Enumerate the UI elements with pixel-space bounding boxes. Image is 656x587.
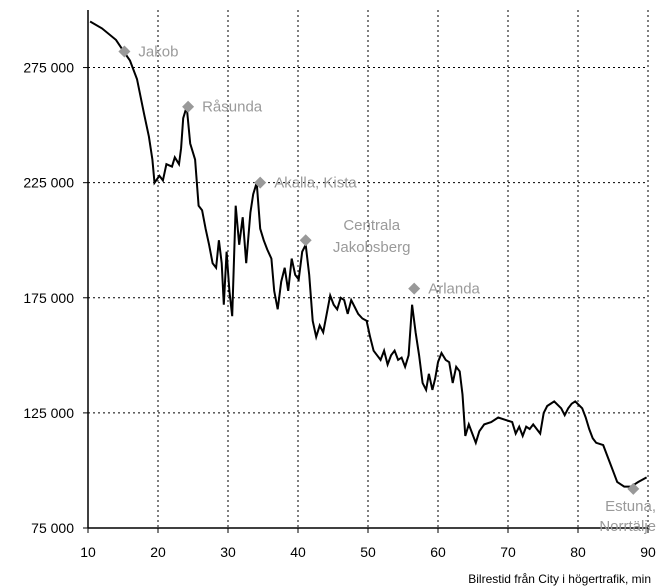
y-tick-label: 225 000 <box>23 175 74 191</box>
grid-lines <box>88 10 649 528</box>
annotation-label: Akalla, Kista <box>274 175 357 192</box>
x-tick-label: 80 <box>570 544 586 560</box>
x-axis-label: Bilrestid från City i högertrafik, min <box>468 572 651 586</box>
axes <box>83 10 649 533</box>
annotation-label: Råsunda <box>202 99 263 116</box>
annotation-labels: Jakob Råsunda Akalla, Kista Centrala Jakobsb… <box>138 43 656 534</box>
annotation-label: Centrala Jakobsberg <box>333 217 411 256</box>
y-tick-label: 275 000 <box>23 60 74 76</box>
annotation-label: Jakob <box>138 43 178 60</box>
annotation-markers <box>118 45 640 495</box>
series-line <box>89 20 648 488</box>
annotation-label: Arlanda <box>428 281 480 298</box>
x-tick-labels: 10 20 30 40 50 60 70 80 90 <box>80 544 656 560</box>
x-tick-label: 90 <box>640 544 656 560</box>
x-tick-label: 50 <box>360 544 376 560</box>
x-tick-label: 20 <box>150 544 166 560</box>
annotation-marker <box>254 176 267 189</box>
y-tick-label: 75 000 <box>31 520 74 536</box>
y-tick-label: 125 000 <box>23 405 74 421</box>
annotation-label: Estuna, Norrtälje <box>599 498 656 535</box>
annotation-marker <box>182 100 195 113</box>
y-tick-labels: 75 000 125 000 175 000 225 000 275 000 <box>23 60 74 536</box>
x-tick-label: 60 <box>430 544 446 560</box>
annotation-marker <box>299 234 312 247</box>
x-tick-label: 10 <box>80 544 96 560</box>
x-tick-label: 30 <box>220 544 236 560</box>
x-tick-label: 70 <box>500 544 516 560</box>
annotation-marker <box>627 482 640 495</box>
y-tick-label: 175 000 <box>23 290 74 306</box>
annotation-marker <box>118 45 131 58</box>
x-tick-label: 40 <box>290 544 306 560</box>
annotation-marker <box>408 282 421 295</box>
